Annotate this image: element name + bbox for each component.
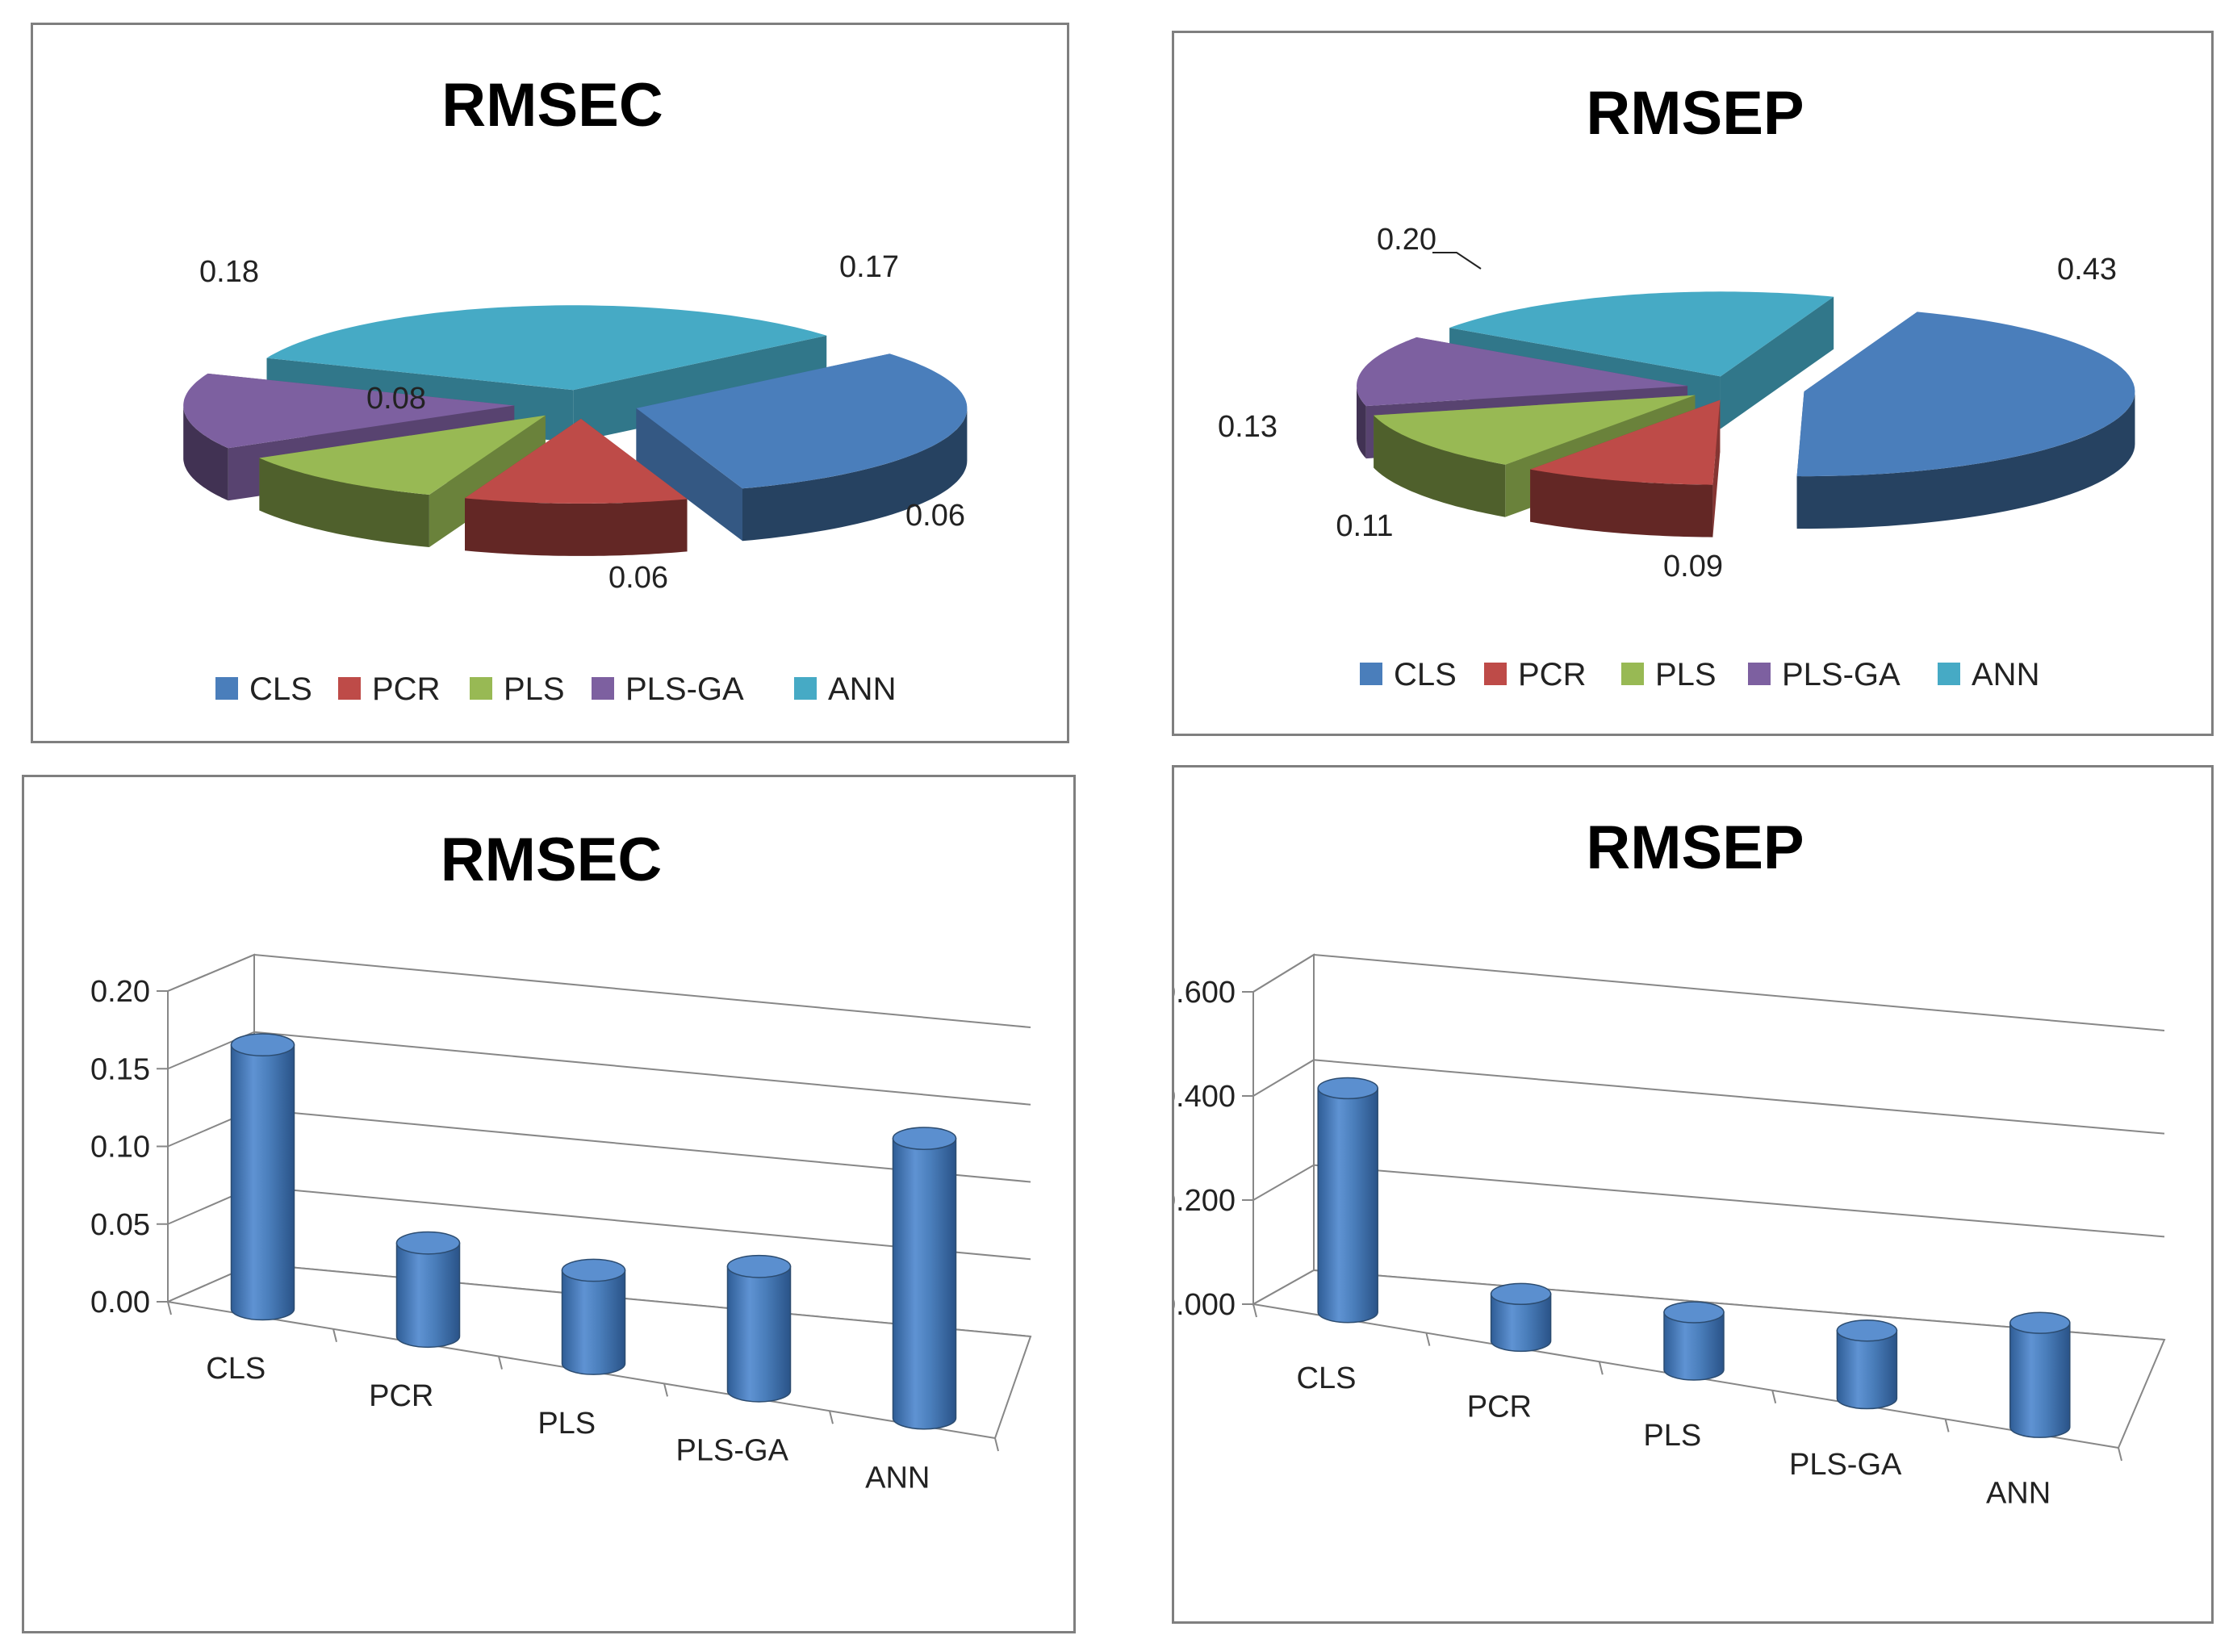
rmsec-pie-label-cls: 0.17 [839, 250, 899, 284]
rmsep-bar-ytick-0: 0.000 [1174, 1288, 1236, 1322]
rmsec-pie-label-pcr: 0.06 [905, 499, 965, 533]
rmsep-pie-panel: RMSEP 0.43 0.09 0.11 0.13 0.20 CLS PCR PLS PLS-GA… [1172, 31, 2214, 736]
rmsec-pie-legend-swatch-cls [215, 677, 238, 700]
rmsep-pie-legend-swatch-cls [1360, 663, 1382, 685]
rmsep-pie-label-cls: 0.43 [2057, 253, 2117, 286]
rmsep-pie-title: RMSEP [1586, 79, 1804, 148]
rmsep-bar-ytick-1: 0.200 [1174, 1184, 1236, 1218]
rmsep-pie-slice-cls [1796, 312, 2135, 529]
rmsec-bar-bar-pls [561, 1258, 626, 1375]
rmsep-pie-legend-pls-ga: PLS-GA [1782, 657, 1901, 692]
rmsec-bar-ytick-4: 0.20 [90, 975, 150, 1009]
rmsep-pie-label-ann: 0.20 [1377, 223, 1436, 257]
rmsep-bar-xlabel-pcr: PCR [1467, 1391, 1532, 1424]
rmsec-bar-bar-pls-ga [726, 1254, 792, 1403]
rmsec-bar-xtick-mark [332, 1328, 337, 1343]
rmsec-pie-panel: RMSEC 0.17 0.06 0.06 0.08 0.18 CLS PCR PLS PLS-GA… [31, 23, 1069, 743]
rmsec-bar-xtick-mark [994, 1437, 999, 1452]
rmsep-bar-xlabel-cls: CLS [1297, 1361, 1357, 1395]
rmsep-bar-xtick-mark [1598, 1361, 1604, 1375]
rmsep-bar-bar-cls [1317, 1077, 1378, 1324]
rmsec-pie-title: RMSEC [441, 71, 663, 140]
rmsec-pie-legend-swatch-pcr [338, 677, 361, 700]
rmsep-pie-legend-swatch-ann [1938, 663, 1960, 685]
rmsec-pie-label-pls: 0.06 [608, 561, 668, 595]
rmsep-pie-label-pls: 0.11 [1336, 509, 1393, 543]
rmsec-pie-legend-cls: CLS [249, 671, 312, 707]
rmsep-bar-xlabel-ann: ANN [1986, 1476, 2051, 1510]
rmsec-pie-legend-swatch-ann [794, 677, 817, 700]
rmsep-pie-chart: RMSEP 0.43 0.09 0.11 0.13 0.20 CLS PCR PLS PLS-GA… [1218, 79, 2135, 692]
rmsep-bar-bar-pls-ga [1836, 1320, 1898, 1410]
rmsec-bar-xlabel-cls: CLS [206, 1352, 266, 1386]
rmsec-bar-gridline [167, 1031, 1031, 1106]
rmsec-bar-chart: RMSEC 0.00 0.05 0.10 0.15 0.20 CLS PCR PLS PLS-GA… [90, 826, 1032, 1495]
rmsep-pie-legend-pls: PLS [1655, 657, 1717, 692]
rmsep-bar-panel: RMSEP 0.000 0.200 0.400 0.600 CLS PCR PLS PLS-GA… [1172, 765, 2214, 1624]
rmsep-bar-xlabel-pls-ga: PLS-GA [1789, 1448, 1902, 1482]
rmsec-pie-legend-pcr: PCR [372, 671, 440, 707]
rmsep-bar-chart: RMSEP 0.000 0.200 0.400 0.600 CLS PCR PLS PLS-GA… [1174, 813, 2166, 1510]
rmsec-bar-bar-ann [892, 1127, 957, 1430]
rmsep-bar-xtick-mark [1252, 1303, 1257, 1318]
rmsec-bar-title: RMSEC [441, 826, 662, 894]
rmsep-pie-leader-line [1432, 252, 1482, 270]
rmsep-bar-title: RMSEP [1586, 813, 1804, 882]
rmsep-pie-slice-pcr [1530, 399, 1721, 537]
rmsep-pie-legend-swatch-pls-ga [1748, 663, 1771, 685]
rmsep-bar-gridline [1252, 1059, 2165, 1135]
rmsep-pie-label-pcr: 0.09 [1663, 550, 1723, 583]
rmsec-pie-label-pls-ga: 0.08 [366, 382, 426, 416]
rmsec-bar-xtick-mark [498, 1356, 503, 1370]
rmsec-pie-slice-pcr [464, 418, 688, 556]
rmsec-bar-panel: RMSEC 0.00 0.05 0.10 0.15 0.20 CLS PCR PLS PLS-GA… [22, 775, 1076, 1633]
rmsep-pie-legend-pcr: PCR [1518, 657, 1586, 692]
rmsec-bar-xlabel-pls-ga: PLS-GA [676, 1434, 789, 1468]
rmsec-bar-ytick-2: 0.10 [90, 1131, 150, 1165]
rmsec-bar-ytick-1: 0.05 [90, 1208, 150, 1242]
rmsep-pie-legend-cls: CLS [1394, 657, 1457, 692]
rmsep-bar-bar-ann [2009, 1311, 2071, 1438]
rmsep-bar-bar-pls [1663, 1301, 1725, 1381]
rmsep-bar-xtick-mark [1944, 1419, 1950, 1432]
rmsec-bar-xlabel-ann: ANN [865, 1461, 930, 1495]
rmsec-bar-bar-pcr [395, 1231, 461, 1349]
rmsec-bar-ytick-0: 0.00 [90, 1286, 150, 1320]
rmsep-pie-legend-swatch-pls [1621, 663, 1644, 685]
rmsep-pie-legend-swatch-pcr [1484, 663, 1507, 685]
rmsec-pie-chart: RMSEC 0.17 0.06 0.06 0.08 0.18 CLS PCR PLS PLS-GA… [183, 71, 968, 707]
rmsep-pie-legend-ann: ANN [1972, 657, 2039, 692]
rmsec-bar-bar-cls [230, 1033, 295, 1321]
rmsep-bar-ytick-3: 0.600 [1174, 976, 1236, 1010]
rmsep-bar-ytick-2: 0.400 [1174, 1080, 1236, 1114]
rmsep-bar-xlabel-pls: PLS [1643, 1419, 1701, 1453]
rmsec-pie-legend-ann: ANN [828, 671, 896, 707]
rmsec-bar-xtick-mark [663, 1383, 668, 1397]
rmsec-pie-slice-cls [636, 353, 968, 542]
rmsep-bar-xtick-mark [1771, 1390, 1777, 1404]
rmsep-bar-xtick-mark [2118, 1447, 2122, 1462]
rmsec-bar-gridline [167, 953, 1031, 1028]
rmsep-bar-bar-pcr [1490, 1282, 1552, 1353]
rmsec-pie-label-ann: 0.18 [199, 255, 259, 289]
rmsec-pie-legend-swatch-pls-ga [592, 677, 614, 700]
rmsep-bar-side-wall [1252, 953, 1315, 1306]
rmsep-bar-gridline [1252, 953, 2165, 1031]
rmsec-pie-legend-swatch-pls [470, 677, 492, 700]
rmsep-bar-xtick-mark [1425, 1332, 1431, 1346]
rmsec-pie-legend-pls: PLS [504, 671, 565, 707]
rmsec-bar-ytick-3: 0.15 [90, 1052, 150, 1086]
rmsec-bar-xtick-mark [167, 1301, 172, 1315]
rmsec-pie-slice-pls [259, 415, 546, 548]
rmsep-bar-gridline [1252, 1164, 2165, 1238]
rmsep-pie-label-pls-ga: 0.13 [1218, 410, 1277, 444]
rmsec-pie-legend-pls-ga: PLS-GA [625, 671, 744, 707]
rmsec-bar-xlabel-pcr: PCR [369, 1379, 433, 1413]
rmsec-bar-xtick-mark [829, 1410, 834, 1424]
rmsec-bar-xlabel-pls: PLS [537, 1407, 596, 1441]
